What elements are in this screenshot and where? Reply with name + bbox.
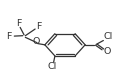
- Text: O: O: [104, 47, 111, 56]
- Text: O: O: [32, 37, 39, 46]
- Text: F: F: [6, 32, 12, 41]
- Text: Cl: Cl: [104, 32, 113, 41]
- Text: F: F: [16, 19, 22, 28]
- Text: Cl: Cl: [48, 62, 57, 71]
- Text: F: F: [36, 22, 42, 31]
